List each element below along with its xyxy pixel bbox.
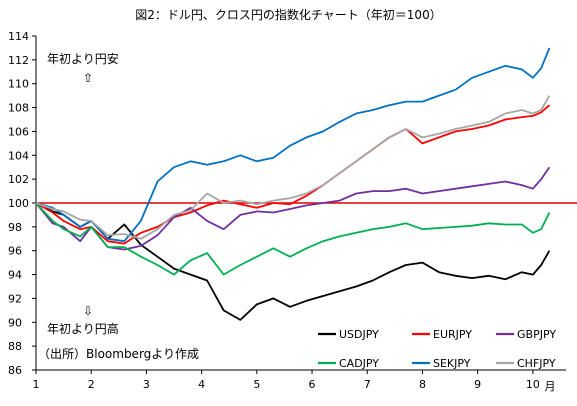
y-tick-label: 98 [8,221,22,234]
legend-label-cadjpy: CADJPY [339,357,379,370]
y-tick-label: 88 [8,340,22,353]
chart-title: 図2：ドル円、クロス円の指数化チャート（年初＝100） [135,8,442,22]
x-tick-label: 7 [364,378,371,391]
x-tick-label: 9 [474,378,481,391]
up-arrow-icon: ⇧ [83,71,93,85]
legend-label-gbpjpy: GBPJPY [517,328,556,341]
legend-label-chfjpy: CHFJPY [517,357,556,370]
x-tick-label: 8 [419,378,426,391]
series-lines [35,47,551,321]
legend: USDJPY EURJPY GBPJPY CADJPY SEKJPY CHFJPY [318,328,556,370]
y-tick-label: 106 [8,125,29,138]
x-tick-label: 1 [33,378,40,391]
y-tick-label: 102 [8,173,29,186]
series-line-gbpjpy [35,166,551,251]
x-tick-label: 3 [143,378,150,391]
x-tick-label: 5 [253,378,260,391]
y-tick-label: 110 [8,78,29,91]
legend-label-usdjpy: USDJPY [339,328,379,341]
y-tick-label: 104 [8,149,29,162]
source-note: （出所）Bloombergより作成 [38,347,199,361]
y-tick-label: 112 [8,54,29,67]
y-tick-label: 108 [8,102,29,115]
annotation-weak-yen: 年初より円安 [47,51,119,66]
y-tick-label: 86 [8,364,22,377]
y-tick-label: 114 [8,30,29,43]
y-tick-label: 100 [8,197,29,210]
y-tick-label: 92 [8,292,22,305]
x-axis-unit-label: 月 [545,380,556,393]
y-tick-label: 96 [8,245,22,258]
down-arrow-icon: ⇩ [83,304,93,318]
x-tick-label: 10 [526,378,540,391]
x-tick-label: 6 [309,378,316,391]
annotation-strong-yen: 年初より円高 [47,321,119,336]
y-tick-label: 94 [8,269,22,282]
legend-label-eurjpy: EURJPY [433,328,472,341]
series-line-chfjpy [35,95,551,240]
y-tick-label: 90 [8,316,22,329]
series-line-usdjpy [35,202,551,321]
x-tick-label: 4 [198,378,205,391]
series-line-cadjpy [35,202,551,276]
annotations: 年初より円安 ⇧ ⇩ 年初より円高 （出所）Bloombergより作成 [38,51,199,361]
x-tick-label: 2 [88,378,95,391]
series-line-eurjpy [35,104,550,245]
legend-label-sekjpy: SEKJPY [433,357,471,370]
series-line-sekjpy [35,47,551,243]
